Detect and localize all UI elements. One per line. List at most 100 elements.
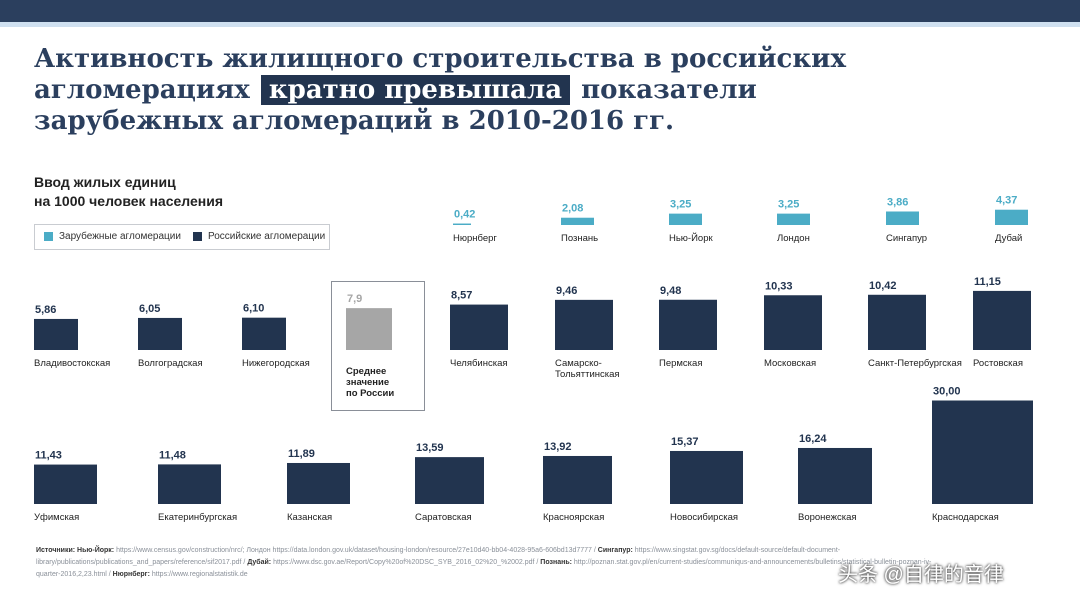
foreign-5-bar [995,209,1028,225]
watermark: 头条 @自律的音律 [838,564,1004,586]
foreign-1-category: Познань [561,233,598,244]
sources-note: Источники: Нью-Йорк: https://www.census.… [36,545,936,581]
title-highlight: кратно превышала [260,75,571,105]
russian-9-bar [34,464,97,504]
foreign-4-category: Сингапур [886,233,927,244]
russian-0-value: 5,86 [35,304,56,316]
source-label: Источники: [36,547,78,554]
russian-16-category: Краснодарская [932,512,999,523]
foreign-3-bar [777,213,810,225]
subtitle-line-1: Ввод жилых единиц [34,174,176,190]
source-label: Сингапур: [597,547,635,554]
legend-label-foreign: Зарубежные агломерации [59,231,181,242]
russian-0-category: Владивостокская [34,358,110,369]
russian-16-value: 30,00 [933,386,961,398]
average-category: Среднее [346,366,386,377]
page-title: Активность жилищного строительства в рос… [34,44,934,137]
russian-6-value: 10,33 [765,280,793,292]
russian-5-bar [659,299,717,350]
russian-8-category: Ростовская [973,358,1023,369]
russian-3-bar [450,304,508,350]
russian-7-category: Санкт-Петербургская [868,358,962,369]
russian-8-value: 11,15 [974,276,1001,288]
russian-9-value: 11,43 [35,450,62,462]
russian-14-category: Новосибирская [670,512,738,523]
foreign-2-value: 3,25 [670,199,691,211]
russian-2-category: Нижегородская [242,358,310,369]
russian-4-value: 9,46 [556,285,577,297]
subtitle-line-2: на 1000 человек населения [34,193,223,209]
average-bar [346,308,392,350]
russian-2-bar [242,317,286,350]
source-label: Познань: [540,559,574,566]
russian-3-category: Челябинская [450,358,508,369]
legend-item-russian: Российские агломерации [193,231,325,242]
foreign-5-category: Дубай [995,233,1022,244]
title-part1: Активность жилищного строительства в рос… [34,44,846,105]
russian-14-bar [670,450,743,504]
chart-subtitle: Ввод жилых единиц на 1000 человек населе… [34,173,223,211]
russian-1-category: Волгоградская [138,358,203,369]
russian-4-bar [555,299,613,350]
legend-item-foreign: Зарубежные агломерации [44,231,181,242]
russian-13-value: 13,92 [544,441,572,453]
foreign-2-category: Нью-Йорк [669,232,713,244]
foreign-4-value: 3,86 [887,196,908,208]
russian-4-category: Тольяттинская [555,369,620,380]
source-label: Нью-Йорк: [77,547,117,554]
russian-7-bar [868,294,926,350]
russian-6-category: Московская [764,358,816,369]
russian-8-bar [973,290,1031,350]
russian-11-bar [287,462,350,504]
average-value: 7,9 [347,293,362,305]
russian-2-value: 6,10 [243,303,264,315]
russian-12-category: Саратовская [415,512,472,523]
russian-14-value: 15,37 [671,436,699,448]
foreign-4-bar [886,211,919,225]
source-text: https://www.census.gov/construction/nrc/… [116,547,598,554]
russian-11-value: 11,89 [288,448,315,460]
title-part2: показатели зарубежных агломераций в 2010… [34,75,757,136]
foreign-0-category: Нюрнберг [453,233,497,244]
russian-7-value: 10,42 [869,280,897,292]
foreign-1-value: 2,08 [562,203,583,215]
russian-10-value: 11,48 [159,449,186,461]
russian-1-bar [138,317,182,350]
foreign-3-category: Лондон [777,233,810,244]
source-text: https://www.singstat.gov.sg/docs/default… [36,547,841,566]
foreign-0-value: 0,42 [454,209,475,221]
top-bar [0,0,1080,22]
top-accent-line [0,22,1080,27]
russian-15-value: 16,24 [799,433,827,445]
russian-6-bar [764,295,822,350]
russian-11-category: Казанская [287,512,332,523]
russian-5-value: 9,48 [660,285,681,297]
average-category: значение [346,377,389,388]
foreign-0-bar [453,223,471,225]
foreign-3-value: 3,25 [778,199,799,211]
source-text: https://www.regionalstatistik.de [151,571,248,578]
foreign-1-bar [561,217,594,225]
russian-15-bar [798,447,872,504]
russian-5-category: Пермская [659,358,702,369]
russian-12-bar [415,457,484,504]
russian-15-category: Воронежская [798,512,857,523]
foreign-5-value: 4,37 [996,195,1017,207]
source-text: http://poznan.stat.gov.pl/en/current-stu… [36,559,932,578]
russian-13-category: Красноярская [543,512,604,523]
russian-3-value: 8,57 [451,290,472,302]
source-text: https://www.dsc.gov.ae/Report/Copy%20of%… [273,559,541,566]
russian-12-value: 13,59 [416,442,444,454]
legend-swatch-foreign [44,232,53,241]
russian-1-value: 6,05 [139,303,160,315]
chart-legend: Зарубежные агломерации Российские агломе… [34,224,330,250]
legend-label-russian: Российские агломерации [208,231,326,242]
russian-10-bar [158,464,221,504]
source-label: Дубай: [247,559,274,566]
foreign-2-bar [669,213,702,225]
average-category: по России [346,388,394,399]
average-box [331,281,425,411]
russian-10-category: Екатеринбургская [158,512,237,523]
russian-16-bar [932,400,1033,504]
